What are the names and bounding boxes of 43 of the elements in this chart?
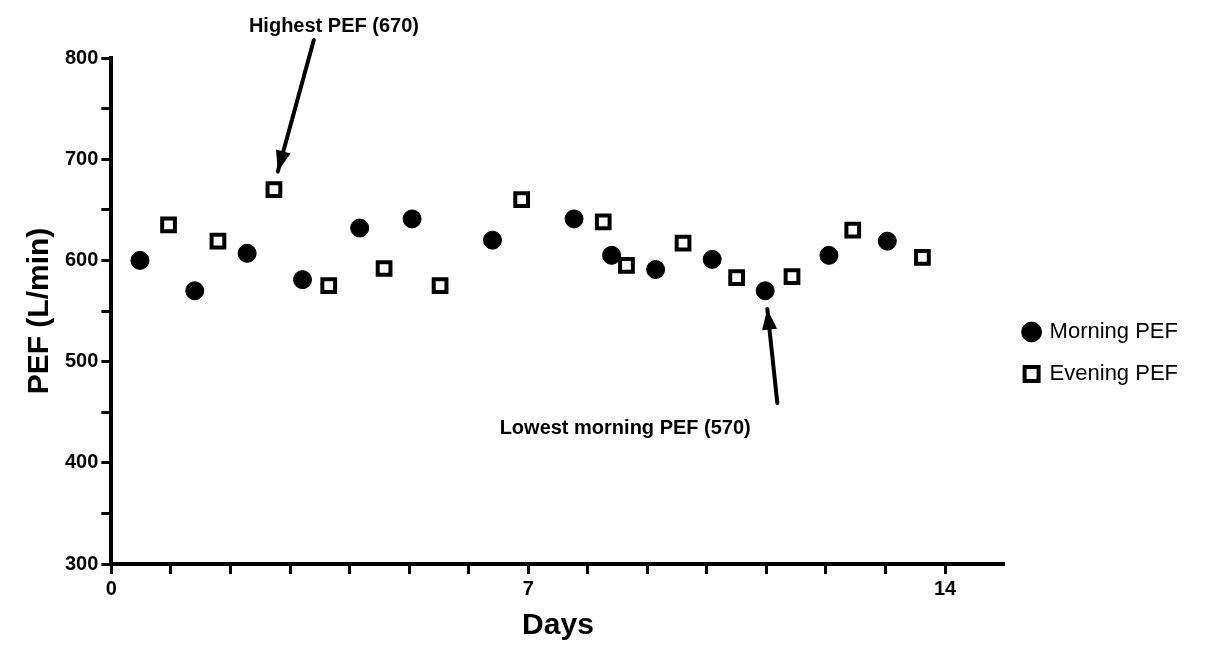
point: [914, 249, 931, 266]
x-axis-title: Days: [522, 607, 594, 641]
point: [646, 260, 666, 280]
point: [513, 191, 531, 209]
point: [185, 281, 205, 301]
y-tick-label: 300: [64, 551, 99, 574]
point: [844, 221, 862, 239]
point: [350, 218, 370, 238]
x-tick-label: 7: [522, 576, 534, 599]
y-tick-label: 700: [64, 146, 99, 169]
y-tick-label: 600: [64, 247, 99, 270]
point: [618, 257, 635, 274]
point: [160, 216, 177, 234]
point: [728, 269, 745, 286]
point: [431, 277, 449, 295]
point: [293, 270, 313, 290]
x-tick-label: 14: [933, 576, 958, 599]
point: [375, 260, 393, 277]
legend-label: Evening PEF: [1049, 360, 1178, 386]
point: [320, 277, 338, 295]
point: [482, 230, 502, 250]
point: [783, 268, 801, 285]
point: [209, 232, 227, 250]
point: [402, 209, 422, 229]
annotation: Lowest morning PEF (570): [499, 416, 751, 439]
point: [702, 249, 722, 269]
point: [564, 209, 584, 229]
point: [602, 245, 622, 265]
point: [674, 234, 692, 252]
y-tick-label: 400: [64, 450, 99, 473]
point: [237, 243, 257, 263]
x-tick-label: 0: [105, 576, 117, 599]
y-axis-title: PEF (L/min): [21, 227, 55, 395]
point: [819, 245, 839, 265]
legend-label: Morning PEF: [1049, 318, 1178, 344]
point: [130, 250, 150, 270]
y-tick-label: 800: [64, 45, 99, 68]
y-tick-label: 500: [64, 349, 99, 372]
point: [594, 213, 612, 231]
point: [755, 281, 775, 301]
point: [265, 181, 283, 198]
text: Highest PEF (670): [248, 13, 419, 36]
point: [877, 231, 897, 251]
